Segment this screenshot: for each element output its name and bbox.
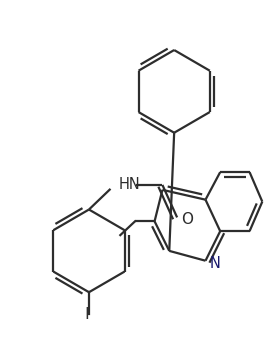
Text: O: O [181,212,193,227]
Text: HN: HN [118,177,140,192]
Text: N: N [210,256,220,271]
Text: I: I [85,307,89,322]
